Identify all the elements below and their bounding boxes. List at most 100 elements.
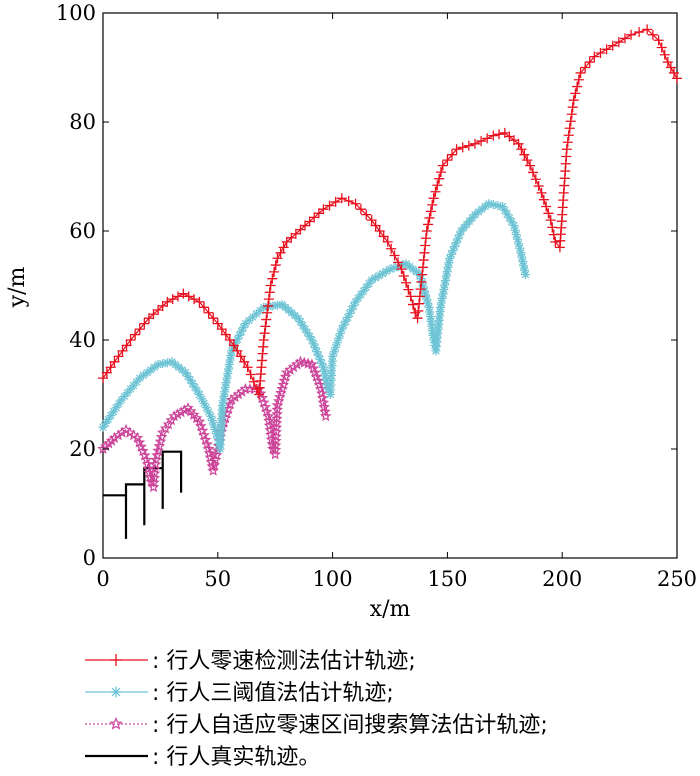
data-point [515,243,525,253]
data-point [567,102,578,113]
data-point [337,324,347,334]
data-point [312,347,322,357]
x-tick-label: 150 [427,567,467,591]
series-layer [97,24,682,539]
data-point [238,323,248,333]
data-point [634,27,645,38]
data-point [189,294,200,305]
data-point [378,231,389,242]
data-point [272,253,283,264]
data-point [446,249,456,259]
data-point [304,216,315,227]
data-point [137,445,149,457]
data-point [416,276,427,287]
data-point [199,302,210,313]
data-point [302,328,312,338]
x-tick-label: 200 [542,567,582,591]
data-point [178,404,191,416]
data-point [183,291,194,302]
data-point [321,375,331,385]
data-point [105,434,118,446]
data-point [318,204,329,215]
data-point [122,388,132,398]
data-point [201,403,211,413]
data-point [519,149,530,160]
data-point [320,371,330,381]
data-point [547,222,558,233]
data-point [389,250,400,261]
data-point [278,242,289,253]
data-point [414,291,425,302]
data-point [439,284,449,294]
data-point [437,160,448,171]
data-point [232,345,243,356]
data-point [135,440,147,452]
data-point [500,205,510,215]
data-point [662,57,673,68]
data-point [385,264,395,274]
data-point [305,331,315,341]
data-point [507,217,517,227]
data-point [103,414,113,424]
data-point [119,391,129,401]
legend: : 行人零速检测法估计轨迹;: 行人三阈值法估计轨迹;: 行人自适应零速区间搜索… [85,649,548,770]
data-point [148,309,159,320]
data-point [132,377,142,387]
data-point [130,329,141,340]
data-point [417,269,428,280]
data-point [343,312,353,322]
data-point [286,232,297,243]
data-point [563,130,574,141]
data-point [336,193,347,204]
data-point [361,282,371,292]
series-0 [98,24,682,400]
data-point [326,385,336,395]
data-point [488,200,498,210]
data-point [219,391,229,401]
legend-item: : 行人真实轨迹。 [85,745,320,770]
data-point [153,360,163,370]
series-line [103,450,183,539]
data-point [367,275,377,285]
data-point [455,230,465,240]
data-point [370,220,381,231]
data-point [332,338,342,348]
legend-marker [110,654,122,666]
data-point [108,432,121,443]
data-point [349,301,359,311]
data-point [420,233,431,244]
data-point [382,236,393,247]
data-point [451,144,462,155]
data-point [538,194,549,205]
data-point [450,242,460,252]
data-point [564,123,575,134]
data-point [258,335,269,345]
data-point [251,309,261,319]
data-point [255,306,265,316]
data-point [149,362,159,372]
data-point [264,287,275,298]
data-point [434,173,445,184]
data-point [550,236,561,247]
data-point [427,321,437,331]
data-point [374,271,384,281]
data-point [267,273,278,284]
data-point [168,410,181,422]
data-point [463,140,474,151]
data-point [389,263,399,273]
y-axis-label: y/m [5,267,30,309]
data-point [619,33,630,44]
data-point [425,312,435,322]
legend-item: : 行人三阈值法估计轨迹; [85,681,394,706]
data-point [418,282,428,292]
data-point [356,290,366,300]
data-point [565,116,576,127]
plot-frame [102,12,678,559]
data-point [307,335,317,345]
data-point [199,398,209,408]
data-point [193,415,206,427]
data-point [482,133,493,144]
data-point [263,294,274,305]
data-point [530,174,541,185]
data-point [656,42,667,53]
